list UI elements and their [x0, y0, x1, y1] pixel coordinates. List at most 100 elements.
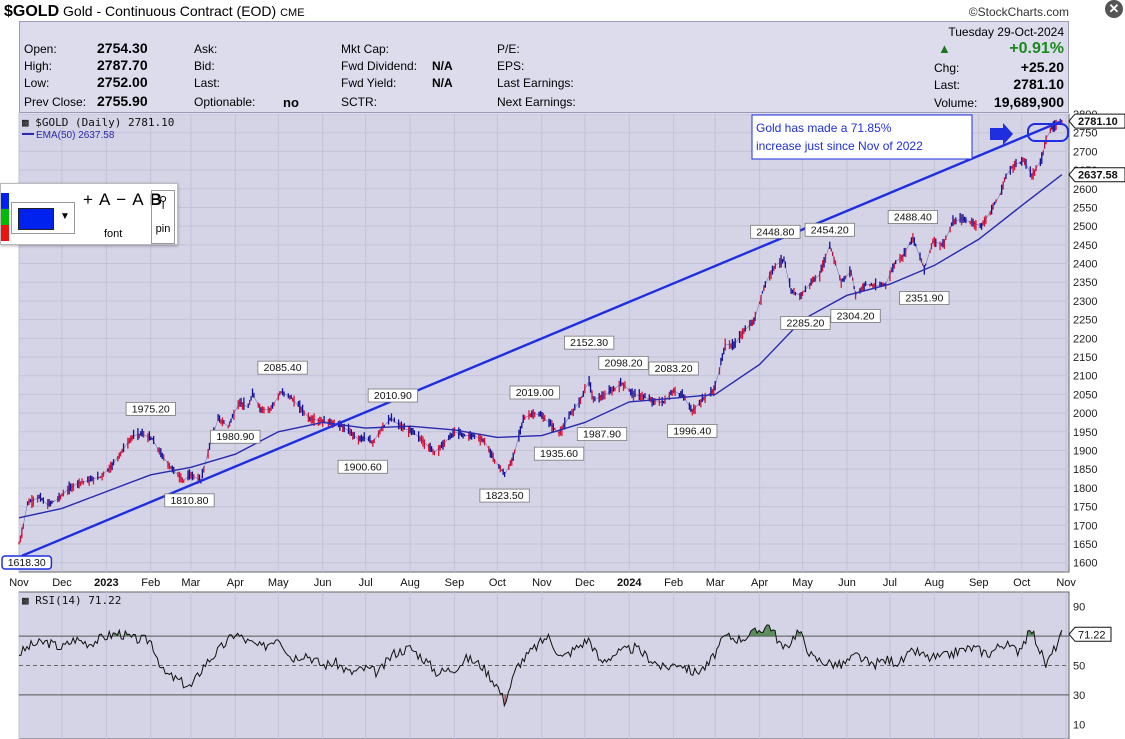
annotation-label: 1900.60 — [344, 461, 382, 473]
annotation-box — [830, 308, 881, 323]
note-line-1: Gold has made a 71.85% — [756, 121, 892, 135]
annotation-box — [533, 446, 585, 461]
chart-header-title: $GOLD Gold - Continuous Contract (EOD) C… — [4, 3, 305, 21]
price-legend: ▩ $GOLD (Daily) 2781.10 — [22, 116, 174, 129]
x-tick-label: Sep — [969, 577, 989, 589]
annotation-box — [780, 316, 831, 330]
x-tick-label: Apr — [751, 577, 768, 589]
x-tick-label: Jul — [359, 577, 373, 589]
y-tick-label: 2600 — [1073, 184, 1097, 196]
y-tick-label: 1650 — [1073, 539, 1097, 551]
price-annotation: 2448.80 — [750, 224, 801, 239]
last-earnings-label: Last Earnings: — [497, 76, 574, 90]
last-price-tag-box — [1068, 113, 1125, 129]
price-annotation: 2010.90 — [367, 388, 418, 403]
annotation-box — [164, 493, 215, 508]
rsi-oversold-fill — [504, 694, 507, 706]
sctr-label: SCTR: — [341, 95, 377, 109]
quote-panel: Open: 2754.30 High: 2787.70 Low: 2752.00… — [19, 21, 1069, 113]
y-tick-label: 2400 — [1073, 259, 1097, 271]
price-annotation: 1823.50 — [479, 488, 530, 503]
mktcap-label: Mkt Cap: — [341, 42, 390, 56]
last-label: Last: — [194, 76, 221, 90]
x-tick-label: Jun — [314, 577, 332, 589]
y-tick-label: 2450 — [1073, 240, 1097, 252]
open-label: Open: — [24, 42, 57, 56]
color-picker[interactable]: ▼ — [11, 202, 75, 234]
y-tick-label: 2300 — [1073, 296, 1097, 308]
prev-close-label: Prev Close: — [24, 95, 87, 109]
y-tick-label: 1800 — [1073, 483, 1097, 495]
x-tick-label: Dec — [52, 577, 72, 589]
price-annotation: 2019.00 — [509, 385, 560, 400]
note-box: Gold has made a 71.85% increase just sinc… — [751, 114, 973, 160]
y-tick-label: 2750 — [1073, 128, 1097, 140]
price-annotation: 2351.90 — [899, 291, 950, 305]
font-increase-button[interactable]: +A — [83, 190, 117, 209]
rsi-y-tick: 30 — [1073, 690, 1085, 702]
pin-button[interactable]: ⫯ pin — [151, 190, 175, 244]
ema-line — [18, 174, 1063, 519]
rsi-overbought-fill — [761, 632, 764, 637]
high-label: High: — [24, 59, 53, 73]
x-tick-label: Aug — [925, 577, 945, 589]
last-price-tag: 2781.10 — [1068, 113, 1125, 129]
price-annotation: 2098.20 — [598, 355, 649, 370]
rsi-overbought-fill — [757, 630, 760, 637]
x-tick-label: Nov — [1056, 577, 1076, 589]
annotation-box — [598, 355, 649, 370]
y-tick-label: 1700 — [1073, 520, 1097, 532]
symbol: $GOLD — [4, 3, 60, 20]
highlight-oval — [1027, 123, 1069, 142]
annotation-label: 2351.90 — [905, 293, 943, 305]
pe-label: P/E: — [497, 42, 520, 56]
annotation-label: 2085.40 — [264, 362, 302, 374]
price-annotation: 2488.40 — [887, 210, 938, 224]
bold-button[interactable]: B — [149, 190, 168, 209]
annotation-box — [210, 429, 261, 444]
x-tick-label: Jun — [838, 577, 856, 589]
price-annotation: 2454.20 — [804, 222, 855, 237]
y-tick-label: 2150 — [1073, 352, 1097, 364]
x-tick-label: Nov — [9, 577, 29, 589]
rsi-y-tick: 50 — [1073, 661, 1085, 673]
x-tick-label: 2023 — [94, 577, 118, 589]
close-icon[interactable]: ✕ — [1105, 0, 1123, 18]
annotation-label: 2285.20 — [786, 317, 824, 329]
ask-label: Ask: — [194, 42, 218, 56]
fwd-dividend-label: Fwd Dividend: — [341, 59, 418, 73]
blue-strip — [1, 193, 9, 209]
last-price-tag-text: 2781.10 — [1078, 116, 1118, 128]
ema-legend: EMA(50) 2637.58 — [36, 130, 115, 141]
annotation-label: 2098.20 — [605, 357, 643, 369]
site-credit: ©StockCharts.com — [968, 5, 1069, 19]
x-tick-label: 2024 — [617, 577, 642, 589]
annotation-label: 2454.20 — [811, 224, 849, 236]
price-annotation: 1900.60 — [337, 459, 388, 474]
pct-change: +0.91% — [1009, 40, 1064, 57]
annotation-box — [1, 555, 53, 570]
y-tick-label: 1850 — [1073, 464, 1097, 476]
annotation-box — [667, 424, 718, 438]
annotation-label: 1810.80 — [170, 495, 208, 507]
x-tick-label: Feb — [141, 577, 160, 589]
green-strip — [1, 209, 9, 225]
y-tick-label: 2350 — [1073, 277, 1097, 289]
font-tools: +A−AB — [83, 190, 168, 210]
price-annotation: 1987.90 — [576, 427, 628, 442]
annotation-box — [887, 210, 938, 224]
trendline — [21, 119, 1063, 557]
x-tick-label: Dec — [575, 577, 595, 589]
pin-icon: ⫯ — [159, 192, 167, 212]
high-value: 2787.70 — [97, 57, 148, 73]
prev-close-value: 2755.90 — [97, 93, 148, 109]
x-tick-label: Nov — [532, 577, 552, 589]
font-decrease-button[interactable]: −A — [116, 190, 150, 209]
annotation-label: 1935.60 — [540, 448, 578, 460]
x-tick-label: Sep — [445, 577, 465, 589]
font-label: font — [104, 228, 123, 240]
price-annotation: 1996.40 — [667, 424, 718, 438]
y-tick-label: 2500 — [1073, 221, 1097, 233]
x-tick-label: Jul — [883, 577, 897, 589]
annotation-label: 1980.90 — [216, 431, 254, 443]
